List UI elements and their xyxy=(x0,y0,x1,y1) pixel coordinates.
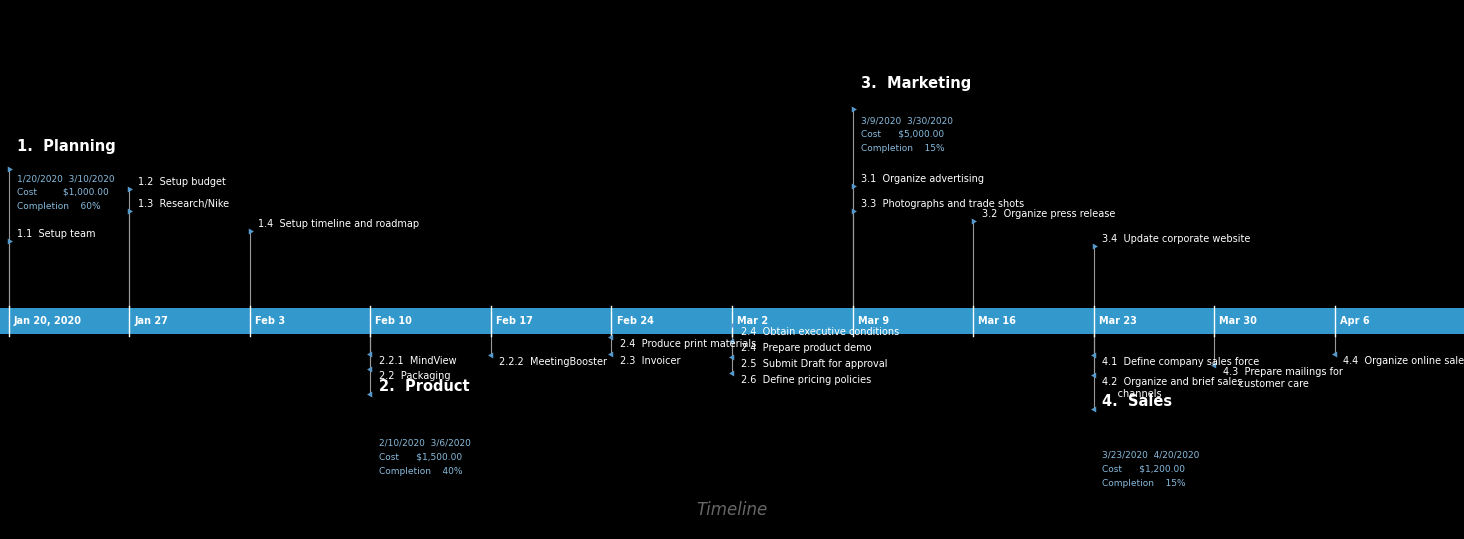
Text: 2.4  Prepare product demo: 2.4 Prepare product demo xyxy=(741,343,871,353)
Text: Feb 10: Feb 10 xyxy=(375,316,413,326)
Text: 1.3  Research/Nike: 1.3 Research/Nike xyxy=(138,199,228,209)
Text: 4.  Sales: 4. Sales xyxy=(1102,394,1173,409)
Text: Feb 24: Feb 24 xyxy=(616,316,653,326)
Text: Timeline: Timeline xyxy=(697,501,767,519)
Text: Mar 30: Mar 30 xyxy=(1220,316,1258,326)
Text: 1.4  Setup timeline and roadmap: 1.4 Setup timeline and roadmap xyxy=(258,219,420,229)
Text: 4.3  Prepare mailings for
     customer care: 4.3 Prepare mailings for customer care xyxy=(1222,367,1342,389)
Text: Apr 6: Apr 6 xyxy=(1340,316,1370,326)
Text: 2.2  Packaging: 2.2 Packaging xyxy=(379,371,451,381)
Text: 2.  Product: 2. Product xyxy=(379,379,470,394)
Text: 3.  Marketing: 3. Marketing xyxy=(861,76,972,91)
Text: 1.2  Setup budget: 1.2 Setup budget xyxy=(138,177,225,187)
Text: 2.3  Invoicer: 2.3 Invoicer xyxy=(621,356,681,366)
Text: Feb 3: Feb 3 xyxy=(255,316,285,326)
Text: Mar 16: Mar 16 xyxy=(978,316,1016,326)
Text: 1/20/2020  3/10/2020
Cost         $1,000.00
Completion    60%: 1/20/2020 3/10/2020 Cost $1,000.00 Compl… xyxy=(18,174,114,211)
Text: 2.2.1  MindView: 2.2.1 MindView xyxy=(379,356,457,366)
Text: Mar 23: Mar 23 xyxy=(1099,316,1136,326)
Text: 4.2  Organize and brief sales
     channels: 4.2 Organize and brief sales channels xyxy=(1102,377,1243,399)
Text: Jan 20, 2020: Jan 20, 2020 xyxy=(13,316,82,326)
Bar xyxy=(0,308,1464,334)
Text: 3/9/2020  3/30/2020
Cost      $5,000.00
Completion    15%: 3/9/2020 3/30/2020 Cost $5,000.00 Comple… xyxy=(861,116,953,153)
Text: 1.1  Setup team: 1.1 Setup team xyxy=(18,229,95,239)
Text: 4.4  Organize online sales: 4.4 Organize online sales xyxy=(1344,356,1464,366)
Text: 2.5  Submit Draft for approval: 2.5 Submit Draft for approval xyxy=(741,359,887,369)
Text: 4.1  Define company sales force: 4.1 Define company sales force xyxy=(1102,357,1259,367)
Text: 3.2  Organize press release: 3.2 Organize press release xyxy=(982,209,1116,219)
Text: 3/23/2020  4/20/2020
Cost      $1,200.00
Completion    15%: 3/23/2020 4/20/2020 Cost $1,200.00 Compl… xyxy=(1102,451,1199,488)
Text: 2/10/2020  3/6/2020
Cost      $1,500.00
Completion    40%: 2/10/2020 3/6/2020 Cost $1,500.00 Comple… xyxy=(379,439,471,476)
Text: 3.1  Organize advertising: 3.1 Organize advertising xyxy=(861,174,984,184)
Text: 3.4  Update corporate website: 3.4 Update corporate website xyxy=(1102,234,1250,244)
Text: Mar 2: Mar 2 xyxy=(738,316,769,326)
Text: 2.4  Obtain executive conditions: 2.4 Obtain executive conditions xyxy=(741,327,899,337)
Text: 1.  Planning: 1. Planning xyxy=(18,139,116,154)
Text: Mar 9: Mar 9 xyxy=(858,316,889,326)
Text: 2.2.2  MeetingBooster: 2.2.2 MeetingBooster xyxy=(499,357,608,367)
Text: Jan 27: Jan 27 xyxy=(135,316,168,326)
Text: 3.3  Photographs and trade shots: 3.3 Photographs and trade shots xyxy=(861,199,1025,209)
Text: Feb 17: Feb 17 xyxy=(496,316,533,326)
Text: 2.4  Produce print materials: 2.4 Produce print materials xyxy=(621,339,757,349)
Text: 2.6  Define pricing policies: 2.6 Define pricing policies xyxy=(741,375,871,385)
